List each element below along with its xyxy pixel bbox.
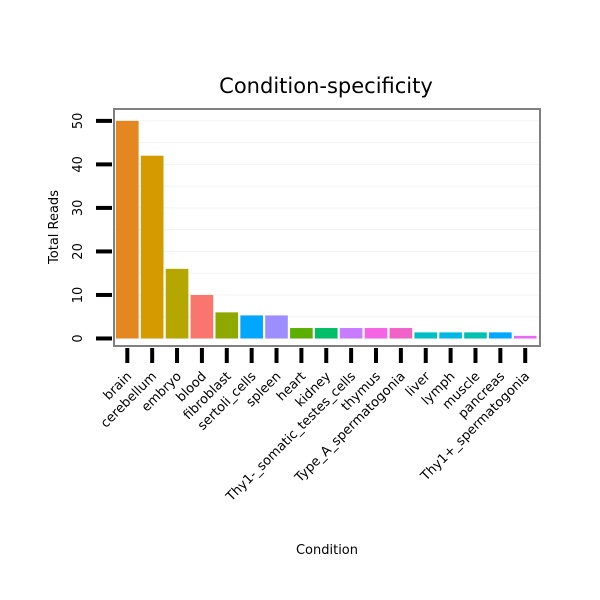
bar-kidney: [314, 328, 338, 339]
bar-heart: [290, 328, 313, 339]
bar-thymus: [364, 328, 388, 339]
bar-sertoli-cells: [240, 315, 263, 339]
bar-thy1-somatic-testes-cells: [339, 328, 363, 339]
bar-embryo: [165, 268, 189, 339]
bar-thy1-spermatogonia: [513, 335, 537, 339]
x-axis-label: Condition: [296, 543, 358, 558]
bar-pancreas: [489, 332, 512, 339]
bar-type-a-spermatogonia: [389, 328, 413, 339]
bars: [116, 120, 537, 339]
y-tick-label: 20: [71, 243, 86, 260]
y-tick-label: 40: [71, 156, 86, 173]
y-tick-label: 30: [71, 200, 86, 217]
y-tick-label: 10: [71, 287, 86, 304]
bar-blood: [190, 294, 214, 339]
bar-spleen: [265, 315, 288, 339]
bar-cerebellum: [140, 155, 164, 339]
y-axis-label: Total Reads: [47, 190, 62, 265]
y-tick-label: 50: [71, 113, 86, 130]
bar-muscle: [464, 332, 487, 339]
plot-panel-border: [113, 108, 541, 347]
y-axis-ticks: 0 10 20 30 40 50: [71, 113, 112, 343]
bar-brain: [116, 120, 139, 339]
x-axis-ticks: braincerebellumembryobloodfibroblastsert…: [98, 348, 533, 505]
bar-lymph: [439, 332, 462, 339]
bar-fibroblast: [215, 312, 239, 339]
bar-liver: [414, 332, 438, 339]
chart-title: Condition-specificity: [219, 74, 433, 98]
y-tick-label: 0: [71, 334, 86, 342]
